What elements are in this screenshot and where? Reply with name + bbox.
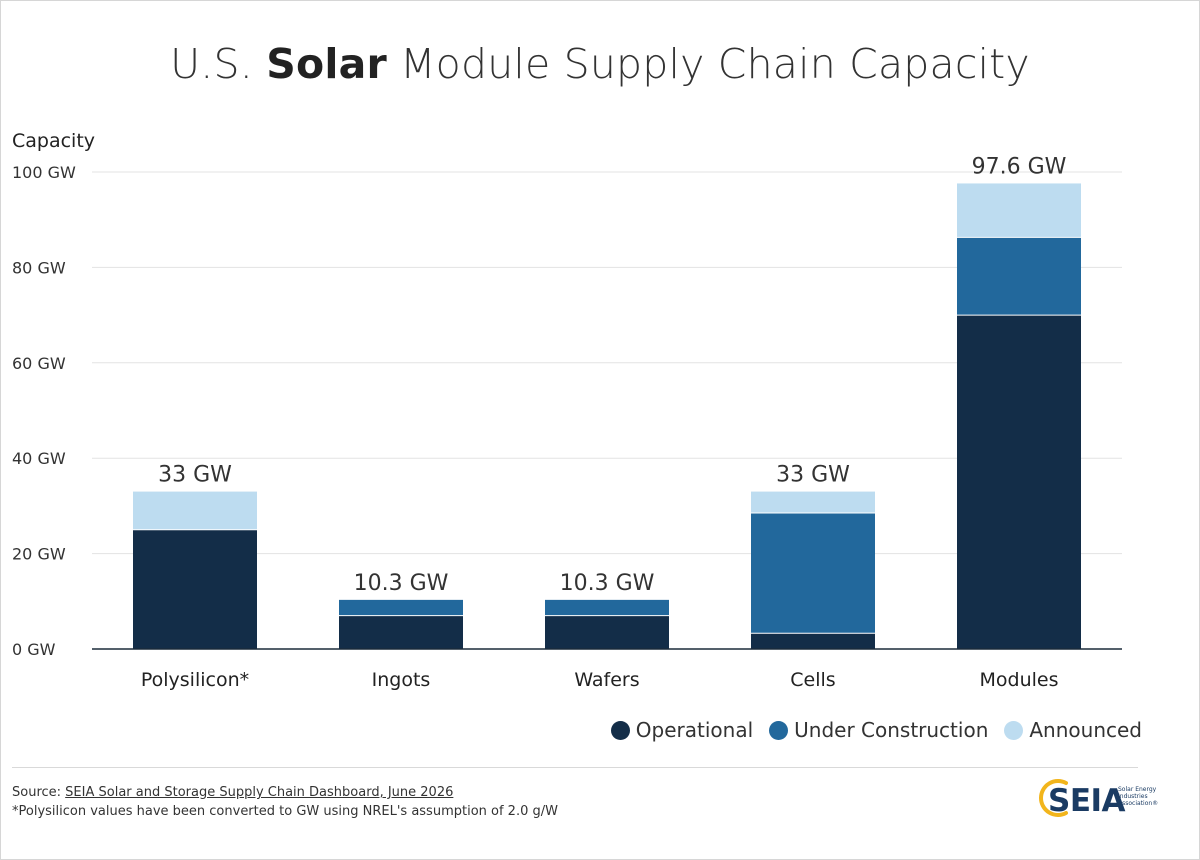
source-line: Source: SEIA Solar and Storage Supply Ch…: [12, 783, 558, 802]
title-prefix: U.S.: [170, 40, 267, 88]
stacked-bar-chart: Capacity 0 GW 20 GW 40 GW 60 GW 80 GW 100 GW 33…: [12, 130, 1122, 691]
bar-segment: [957, 183, 1081, 238]
y-axis-label: Capacity: [12, 130, 95, 152]
y-tick-label: 60 GW: [12, 354, 66, 373]
bar-segment: [545, 599, 669, 616]
bar-segment: [957, 315, 1081, 649]
y-tick-label: 20 GW: [12, 545, 66, 564]
x-tick-label: Cells: [790, 669, 835, 691]
seia-logo: SEIA Solar Energy Industries Association…: [1036, 776, 1176, 824]
bar-segment: [133, 491, 257, 530]
title-emphasis: Solar: [266, 40, 387, 88]
x-tick-label: Wafers: [574, 669, 639, 691]
logo-tagline-line3: Association®: [1118, 800, 1159, 807]
bar-segment: [957, 237, 1081, 316]
bar-segment: [545, 615, 669, 649]
bar-segment: [339, 615, 463, 649]
source-link[interactable]: SEIA Solar and Storage Supply Chain Dash…: [65, 785, 454, 800]
legend-swatch-icon: [610, 720, 630, 740]
logo-tagline-line2: Industries: [1118, 793, 1148, 800]
y-tick-label: 80 GW: [12, 258, 66, 277]
logo-tagline: Solar Energy Industries Association®: [1118, 786, 1158, 807]
footnote: *Polysilicon values have been converted …: [12, 804, 558, 819]
legend-swatch-icon: [769, 720, 789, 740]
sun-arc-icon: [1039, 779, 1068, 817]
x-tick-label: Ingots: [372, 669, 431, 691]
y-tick-label: 100 GW: [12, 163, 76, 182]
bar-total-label: 33 GW: [158, 463, 232, 488]
legend-label: Under Construction: [794, 718, 989, 742]
source-prefix: Source:: [12, 785, 66, 800]
x-tick-label: Modules: [980, 669, 1059, 691]
bar-total-label: 10.3 GW: [354, 571, 449, 596]
footer: Source: SEIA Solar and Storage Supply Ch…: [12, 783, 558, 821]
bar-segment: [751, 633, 875, 649]
bar-total-label: 97.6 GW: [972, 154, 1067, 179]
legend-swatch-icon: [1004, 720, 1024, 740]
logo-tagline-line1: Solar Energy: [1118, 786, 1157, 793]
footer-divider: [12, 767, 1138, 768]
legend-item: Operational: [610, 718, 754, 742]
bar-total-label: 10.3 GW: [560, 571, 655, 596]
legend: Operational Under Construction Announced: [610, 718, 1142, 742]
y-tick-label: 0 GW: [12, 640, 56, 659]
y-tick-label: 40 GW: [12, 449, 66, 468]
chart-title: U.S. Solar Module Supply Chain Capacity: [0, 40, 1200, 88]
legend-label: Announced: [1029, 718, 1142, 742]
title-suffix: Module Supply Chain Capacity: [386, 40, 1030, 88]
bar-segment: [339, 599, 463, 616]
x-tick-label: Polysilicon*: [141, 669, 249, 691]
bar-segment: [751, 491, 875, 514]
legend-item: Announced: [1004, 718, 1142, 742]
bar-segment: [751, 513, 875, 634]
bar-segment: [133, 529, 257, 649]
logo-wordmark: SEIA: [1048, 783, 1126, 819]
bar-total-label: 33 GW: [776, 463, 850, 488]
legend-item: Under Construction: [769, 718, 988, 742]
legend-label: Operational: [635, 718, 754, 742]
